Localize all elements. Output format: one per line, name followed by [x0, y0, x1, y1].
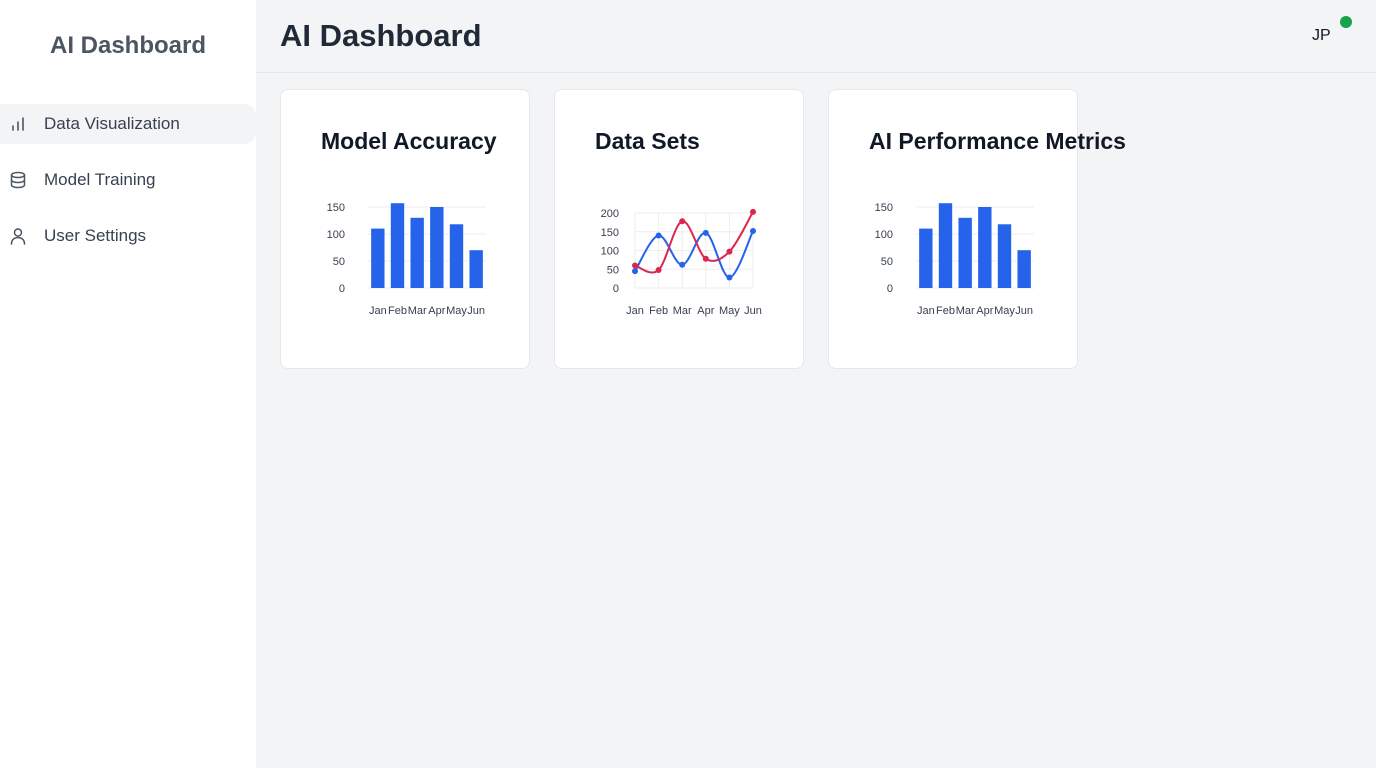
y-tick-label: 0 — [339, 283, 345, 295]
bar-jun — [469, 250, 483, 288]
ai-performance-metrics-card: AI Performance Metrics 0 50 100 150 Jan Feb Ma… — [828, 89, 1126, 369]
sidebar-nav: Data Visualization Model Training User S… — [0, 104, 256, 272]
x-tick-label: Feb — [649, 305, 668, 317]
bar-feb — [390, 203, 405, 288]
x-tick-label: Mar — [673, 305, 692, 317]
y-tick-label: 100 — [601, 246, 619, 258]
card-title: Data Sets — [595, 128, 700, 154]
sidebar-brand: AI Dashboard — [49, 32, 207, 59]
bar-chart-icon — [9, 115, 27, 133]
x-tick-label: Jun — [744, 305, 762, 317]
user-icon — [9, 227, 27, 245]
model-accuracy-card: Model Accuracy 0 50 100 150 Jan Feb Mar Apr May J… — [280, 89, 530, 369]
y-tick-label: 0 — [887, 283, 893, 295]
y-tick-label: 150 — [875, 202, 893, 214]
series-1-point-feb — [655, 267, 662, 273]
card-title: Model Accuracy — [321, 128, 497, 154]
x-tick-label: Jun — [467, 305, 485, 317]
database-icon — [9, 171, 27, 189]
series-line-1 — [634, 211, 754, 274]
x-tick-label: Mar — [408, 305, 427, 317]
y-tick-label: 100 — [327, 229, 345, 241]
series-0-point-mar — [679, 261, 686, 268]
data-sets-card: Data Sets 0 50 100 150 200 Jan Feb Mar Apr May Jun — [554, 89, 804, 369]
bar-mar — [958, 217, 972, 288]
y-tick-label: 50 — [881, 256, 893, 268]
bar-mar — [410, 217, 424, 288]
sidebar-item-model-training[interactable]: Model Training — [0, 160, 256, 200]
x-tick-label: May — [446, 305, 467, 317]
series-1-point-jan — [632, 262, 638, 269]
x-tick-label: Jun — [1015, 305, 1033, 317]
series-1-point-mar — [679, 218, 686, 225]
bar-apr — [978, 207, 992, 288]
model-accuracy-chart: 0 50 100 150 Jan Feb Mar Apr May Jun — [327, 202, 486, 317]
sidebar-item-label: Model Training — [44, 170, 156, 189]
y-tick-label: 50 — [607, 264, 619, 276]
bar-jan — [371, 228, 385, 288]
x-tick-label: Jan — [626, 305, 644, 317]
x-tick-label: Apr — [976, 305, 993, 317]
sidebar-item-data-visualization[interactable]: Data Visualization — [0, 104, 256, 144]
series-1-point-jun — [750, 208, 756, 215]
x-tick-label: Feb — [388, 305, 407, 317]
sidebar: AI Dashboard Data Visualization Model Tr — [0, 0, 256, 768]
series-0-point-may — [726, 274, 733, 281]
x-tick-label: Apr — [428, 305, 445, 317]
series-0-point-apr — [702, 229, 709, 236]
y-tick-label: 50 — [333, 256, 345, 268]
x-tick-label: May — [994, 305, 1015, 317]
series-0-point-jan — [632, 268, 638, 275]
series-0-point-feb — [655, 232, 662, 239]
x-tick-label: Jan — [369, 305, 387, 317]
x-tick-label: Jan — [917, 305, 935, 317]
y-tick-label: 150 — [327, 202, 345, 214]
top-header: AI Dashboard JP — [256, 0, 1376, 73]
y-tick-label: 0 — [613, 283, 619, 295]
sidebar-item-user-settings[interactable]: User Settings — [0, 216, 256, 256]
sidebar-item-label: User Settings — [44, 226, 147, 245]
x-tick-label: Feb — [936, 305, 955, 317]
user-avatar[interactable]: JP — [1312, 27, 1331, 44]
y-tick-label: 200 — [601, 208, 619, 220]
online-status-indicator — [1340, 16, 1352, 28]
x-tick-label: Mar — [956, 305, 975, 317]
bar-jun — [1017, 250, 1031, 288]
sidebar-item-label: Data Visualization — [44, 114, 180, 133]
x-tick-label: May — [719, 305, 740, 317]
card-title: AI Performance Metrics — [869, 128, 1126, 154]
ai-performance-metrics-chart: 0 50 100 150 Jan Feb Mar Apr May Jun — [875, 202, 1034, 317]
y-tick-label: 150 — [601, 227, 619, 239]
bar-may — [449, 224, 464, 288]
series-0-point-jun — [750, 228, 756, 234]
bar-feb — [938, 203, 953, 288]
bar-may — [997, 224, 1012, 288]
series-1-point-apr — [702, 255, 709, 262]
bar-jan — [919, 228, 933, 288]
x-tick-label: Apr — [697, 305, 714, 317]
data-sets-chart: 0 50 100 150 200 Jan Feb Mar Apr May Jun — [601, 208, 762, 317]
series-1-point-may — [726, 248, 733, 255]
page-title: AI Dashboard — [280, 18, 482, 53]
y-tick-label: 100 — [875, 229, 893, 241]
bar-apr — [430, 207, 444, 288]
